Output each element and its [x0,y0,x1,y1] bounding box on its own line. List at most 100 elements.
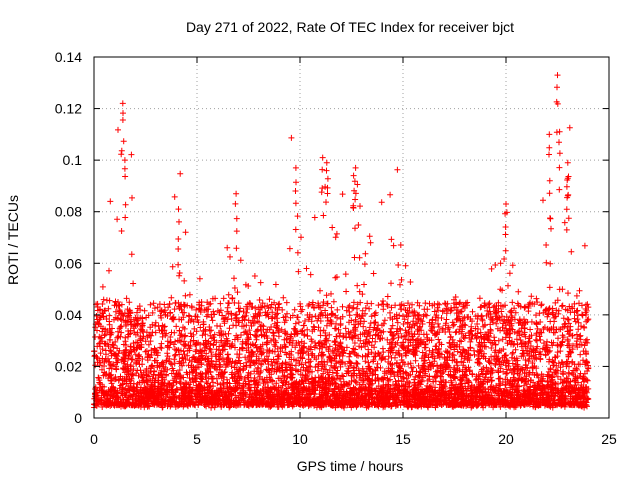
data-point [375,350,382,357]
data-point [100,313,107,320]
data-point [351,254,358,261]
data-point [527,299,534,306]
data-point [298,234,304,241]
data-point [317,312,323,319]
data-point [488,316,495,323]
data-point [169,263,176,270]
data-point [504,370,511,376]
data-point [159,359,166,366]
data-point [456,337,463,344]
data-point [263,353,270,360]
data-point [384,303,391,309]
data-point [173,323,180,330]
data-point [499,336,506,343]
data-point [117,373,124,380]
data-point [288,134,295,141]
data-point [420,331,427,338]
data-point [306,363,313,369]
data-point [564,316,571,323]
data-point [456,300,463,307]
data-point [309,368,315,375]
data-point [381,317,388,324]
data-point [565,290,571,297]
data-point [465,364,472,371]
data-point [372,338,379,345]
data-point [101,340,108,347]
data-point [206,327,213,334]
data-point [172,346,178,353]
data-point [320,327,327,334]
data-point [109,362,115,369]
data-point [94,327,100,334]
data-point [211,331,218,338]
data-point [405,361,412,368]
data-point [275,301,282,308]
data-point [577,351,584,358]
data-point [231,336,238,343]
data-point [199,332,206,339]
data-point [147,301,154,308]
data-point [510,349,516,356]
data-point [461,335,468,342]
data-point [379,335,386,342]
data-point [395,262,402,268]
data-point [129,194,135,201]
data-point [229,295,236,301]
data-point [527,343,534,349]
data-point [382,370,388,377]
data-point [429,327,436,334]
data-point [197,370,204,377]
data-point [375,302,382,309]
data-point [197,324,204,331]
data-point [435,336,442,343]
data-point [322,330,329,336]
data-point [553,307,560,314]
data-point [438,315,445,321]
data-point [558,303,565,310]
data-point [143,376,150,383]
data-point [561,219,568,226]
data-point [569,359,575,366]
data-point [94,300,101,307]
data-point [501,256,508,262]
data-point [96,316,103,323]
data-point [148,347,155,354]
data-point [548,225,554,232]
data-point [397,306,404,313]
data-point [521,316,527,323]
data-point [354,282,361,289]
data-point [525,358,532,365]
data-point [378,199,385,206]
data-point [468,336,475,342]
data-point [365,365,372,372]
data-point [164,350,171,357]
data-point [407,279,414,285]
data-point [359,291,366,298]
data-point [127,318,134,325]
data-point [400,321,407,327]
data-point [168,329,175,336]
data-point [232,359,239,366]
data-point [327,381,334,388]
data-point [541,324,548,331]
data-point [469,308,476,315]
data-point [299,327,306,334]
data-point [427,327,434,334]
data-point [494,325,501,332]
data-point [390,242,397,249]
data-point [489,377,495,384]
data-point [369,368,376,375]
data-point [534,337,540,344]
data-point [323,322,330,329]
data-point [282,313,289,320]
data-point [337,320,344,327]
data-point [173,378,180,385]
data-point [261,303,268,310]
data-point [107,337,114,343]
data-point [258,351,265,358]
data-point [332,380,339,387]
data-point [100,296,107,303]
data-point [300,345,306,351]
data-point [117,316,124,322]
